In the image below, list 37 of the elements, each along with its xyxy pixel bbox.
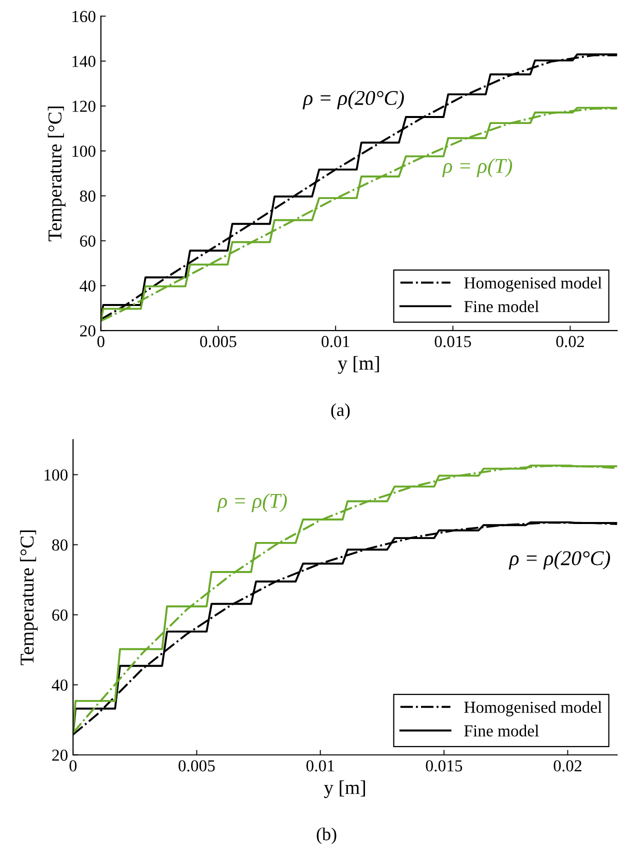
y-tick-label: 40 [52, 680, 68, 691]
y-tick-label: 80 [80, 190, 96, 202]
y-axis-title: Temperature [°C] [20, 530, 38, 666]
y-tick-label: 60 [80, 235, 96, 247]
legend-label: Fine model [464, 300, 539, 312]
y-tick-label: 100 [44, 469, 68, 481]
y-tick-label: 40 [80, 280, 96, 292]
y-axis-title: Temperature [°C] [48, 106, 66, 242]
y-tick-label: 120 [72, 100, 96, 112]
y-tick-label: 80 [52, 539, 68, 551]
x-axis-title: y [m] [338, 356, 379, 374]
x-tick-label: 0 [97, 336, 104, 348]
x-tick-label: 0.015 [434, 336, 471, 348]
y-tick-label: 20 [52, 750, 68, 761]
annotation: ρ = ρ(T) [442, 158, 512, 178]
y-tick-label: 160 [72, 10, 96, 22]
x-tick-label: 0.01 [322, 336, 350, 348]
legend-label: Homogenised model [464, 701, 602, 716]
x-tick-label: 0.02 [554, 760, 582, 772]
x-tick-label: 0.005 [178, 760, 215, 772]
y-tick-label: 100 [72, 146, 96, 157]
legend-label: Homogenised model [464, 276, 602, 292]
x-tick-label: 0 [70, 760, 77, 772]
x-tick-label: 0.01 [306, 760, 334, 772]
x-tick-label: 0.02 [556, 336, 584, 348]
x-tick-label: 0.005 [200, 336, 236, 348]
y-tick-label: 60 [52, 609, 68, 621]
x-axis-title: y [m] [324, 780, 365, 798]
text: (b) [316, 828, 336, 844]
annotation: ρ = ρ(T) [217, 493, 287, 512]
legend-label: Fine model [464, 724, 539, 736]
y-tick-label: 20 [80, 325, 96, 337]
y-tick-label: 140 [72, 56, 96, 68]
text: (a) [331, 403, 350, 420]
x-tick-label: 0.015 [426, 760, 462, 772]
annotation: ρ = ρ(20°C) [508, 550, 610, 570]
annotation: ρ = ρ(20°C) [302, 90, 404, 110]
